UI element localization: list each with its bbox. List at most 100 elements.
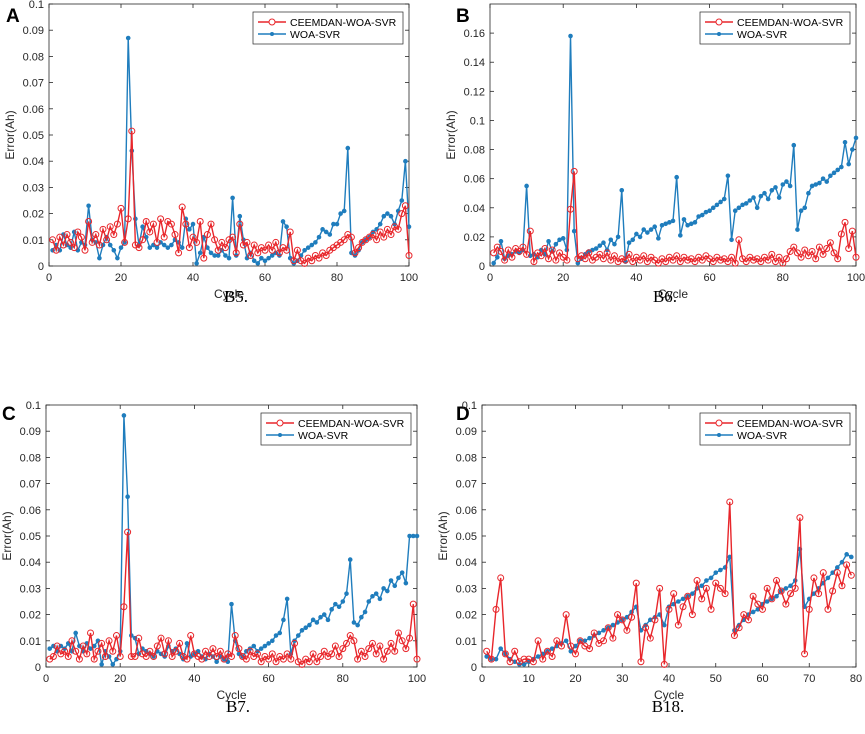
- data-point: [764, 256, 772, 264]
- legend-swatch-marker: [715, 419, 723, 427]
- data-point: [290, 257, 298, 265]
- data-point: [394, 629, 402, 637]
- data-point: [52, 246, 60, 254]
- data-point: [106, 223, 114, 231]
- data-point: [628, 613, 636, 621]
- data-point: [662, 622, 667, 628]
- data-point: [101, 653, 109, 661]
- data-point: [298, 660, 306, 668]
- data-point: [250, 241, 258, 249]
- panel-caption: B5.: [224, 287, 248, 306]
- panel-caption: B7.: [226, 697, 250, 716]
- data-point: [372, 650, 380, 658]
- data-point: [776, 195, 782, 200]
- data-point: [370, 593, 375, 599]
- data-point: [779, 259, 787, 267]
- data-point: [376, 228, 384, 236]
- data-point: [355, 622, 360, 628]
- data-point: [154, 245, 160, 250]
- data-point: [307, 622, 312, 628]
- series-line: [49, 532, 418, 666]
- x-tick-label: 0: [479, 673, 485, 685]
- data-point: [763, 584, 771, 592]
- data-point: [793, 249, 801, 257]
- data-point: [113, 220, 121, 228]
- legend-swatch-marker: [717, 32, 721, 36]
- data-point: [146, 228, 154, 236]
- legend-box: [699, 412, 851, 446]
- data-point: [563, 638, 569, 644]
- data-point: [497, 247, 505, 255]
- data-point: [161, 650, 169, 658]
- data-point: [211, 236, 219, 244]
- data-point: [373, 236, 381, 244]
- y-tick-label: 0.06: [20, 505, 41, 517]
- data-point: [380, 233, 388, 241]
- data-point: [182, 220, 190, 228]
- data-point: [771, 258, 779, 266]
- x-tick-label: 100: [400, 272, 418, 284]
- data-point: [157, 634, 165, 642]
- data-point: [548, 246, 556, 254]
- data-point: [491, 260, 496, 266]
- data-point: [501, 650, 509, 658]
- data-point: [385, 211, 390, 216]
- data-point: [354, 655, 362, 663]
- data-point: [646, 634, 654, 642]
- data-point: [323, 229, 329, 235]
- data-point: [670, 218, 676, 224]
- data-point: [77, 233, 85, 241]
- data-point: [280, 219, 286, 224]
- data-point: [708, 575, 714, 581]
- x-tick-label: 100: [847, 272, 865, 284]
- data-point: [121, 238, 129, 246]
- x-tick-label: 0: [43, 673, 49, 685]
- data-point: [575, 260, 581, 266]
- data-point: [833, 569, 841, 577]
- data-point: [810, 574, 818, 582]
- data-point: [852, 253, 860, 261]
- data-point: [343, 639, 351, 647]
- data-point: [698, 595, 706, 603]
- legend-swatch-marker: [276, 419, 284, 427]
- data-point: [552, 256, 560, 264]
- data-point: [315, 254, 323, 262]
- x-tick-label: 80: [331, 272, 343, 284]
- data-point: [178, 203, 186, 211]
- data-point: [630, 237, 636, 243]
- data-point: [498, 646, 504, 651]
- data-point: [815, 590, 823, 598]
- x-tick-label: 20: [557, 272, 569, 284]
- data-point: [797, 253, 805, 261]
- data-point: [53, 642, 61, 650]
- data-point: [593, 246, 599, 251]
- y-tick-label: 0.16: [464, 28, 485, 40]
- data-point: [172, 647, 180, 655]
- data-point: [769, 188, 775, 193]
- data-point: [247, 252, 255, 260]
- data-point: [853, 135, 859, 141]
- data-point: [713, 570, 719, 575]
- data-point: [317, 653, 325, 661]
- data-point: [231, 632, 239, 640]
- data-point: [534, 637, 542, 645]
- data-point: [731, 259, 739, 267]
- data-point: [392, 583, 398, 589]
- data-point: [223, 253, 228, 258]
- data-point: [410, 533, 416, 539]
- data-point: [185, 244, 193, 252]
- data-point: [817, 180, 822, 186]
- data-point: [623, 626, 631, 634]
- data-point: [571, 228, 577, 234]
- data-point: [229, 233, 237, 241]
- data-point: [345, 145, 351, 151]
- data-point: [645, 230, 650, 235]
- data-point: [214, 659, 219, 665]
- data-point: [676, 599, 681, 604]
- data-point: [320, 227, 325, 232]
- data-point: [586, 645, 594, 653]
- panel-letter: A: [6, 6, 20, 27]
- data-point: [702, 584, 710, 592]
- data-point: [729, 237, 734, 243]
- panel-letter: D: [456, 404, 470, 425]
